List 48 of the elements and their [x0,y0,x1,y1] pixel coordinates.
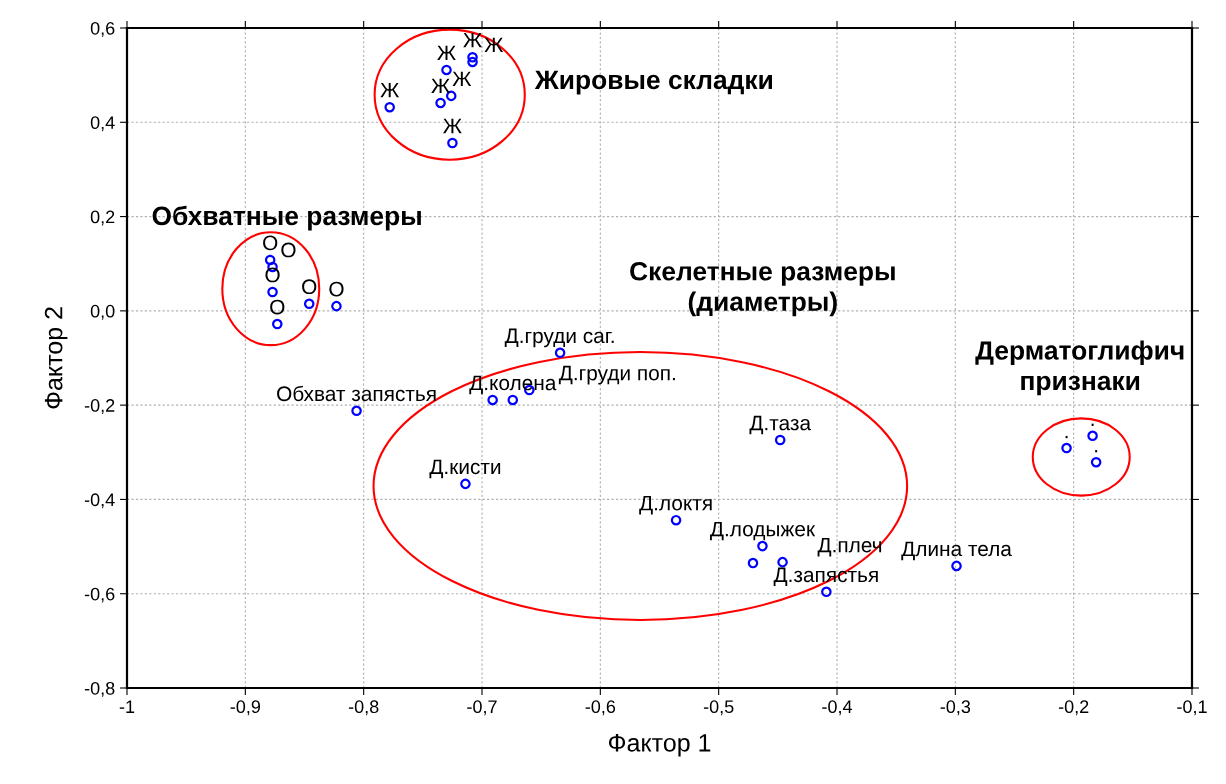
y-tick-label: 0,0 [90,304,115,320]
x-tick-label: -0,1 [1177,700,1207,716]
annotation: О [302,279,317,295]
annotation: О [281,242,296,258]
x-tick-label: -1 [119,700,135,713]
annotation: Обхват запястья [277,385,436,402]
y-tick-label: 0,4 [90,116,115,132]
y-tick-label: -0,6 [84,587,115,603]
annotation: Дерматоглифич признаки [975,340,1184,396]
y-tick-label: -0,2 [84,399,115,414]
annotation: Жировые складки [534,70,772,95]
annotation: Ж [452,71,472,87]
annotation: Обхватные размеры [152,205,421,231]
annotation: Ж [431,78,450,94]
annotation: Длина тела [901,541,1012,561]
x-tick-label: -0,3 [940,700,971,716]
x-tick-label: -0,7 [467,700,497,716]
annotation: О [265,267,280,283]
annotation: Д.груди поп. [558,365,675,385]
annotation: Д.колена [469,375,557,395]
x-tick-label: -0,8 [348,700,379,716]
y-axis-title: Фактор 2 [44,307,68,409]
annotation: О [270,299,285,315]
annotation: Ж [443,118,462,134]
y-tick-label: 0,2 [90,210,115,226]
x-axis-title: Фактор 1 [608,734,711,757]
annotation: Ж [380,82,400,98]
annotation: . [1095,450,1098,453]
annotation: Д.лодыжек [710,521,816,541]
y-tick-label: -0,8 [84,681,115,697]
y-tick-label: 0,6 [90,21,115,37]
annotation: Д.кисти [429,459,501,479]
annotation: Скелетные размеры (диаметры) [630,261,895,317]
x-tick-label: -0,6 [585,700,616,716]
annotation: О [329,281,344,297]
annotation: Д.локтя [639,495,712,515]
x-tick-label: -0,9 [230,700,261,716]
annotation: О [263,235,278,251]
y-tick-label: -0,4 [84,493,115,509]
annotation: . [1091,423,1094,426]
annotation: Ж [437,45,456,61]
x-tick-label: -0,2 [1058,700,1089,716]
annotation: Д.груди саг. [504,328,614,348]
annotation: Ж [463,33,482,48]
x-tick-label: -0,4 [822,700,853,716]
annotation: Д.таза [749,415,812,435]
annotation: . [1065,435,1068,439]
x-tick-label: -0,5 [703,700,734,716]
